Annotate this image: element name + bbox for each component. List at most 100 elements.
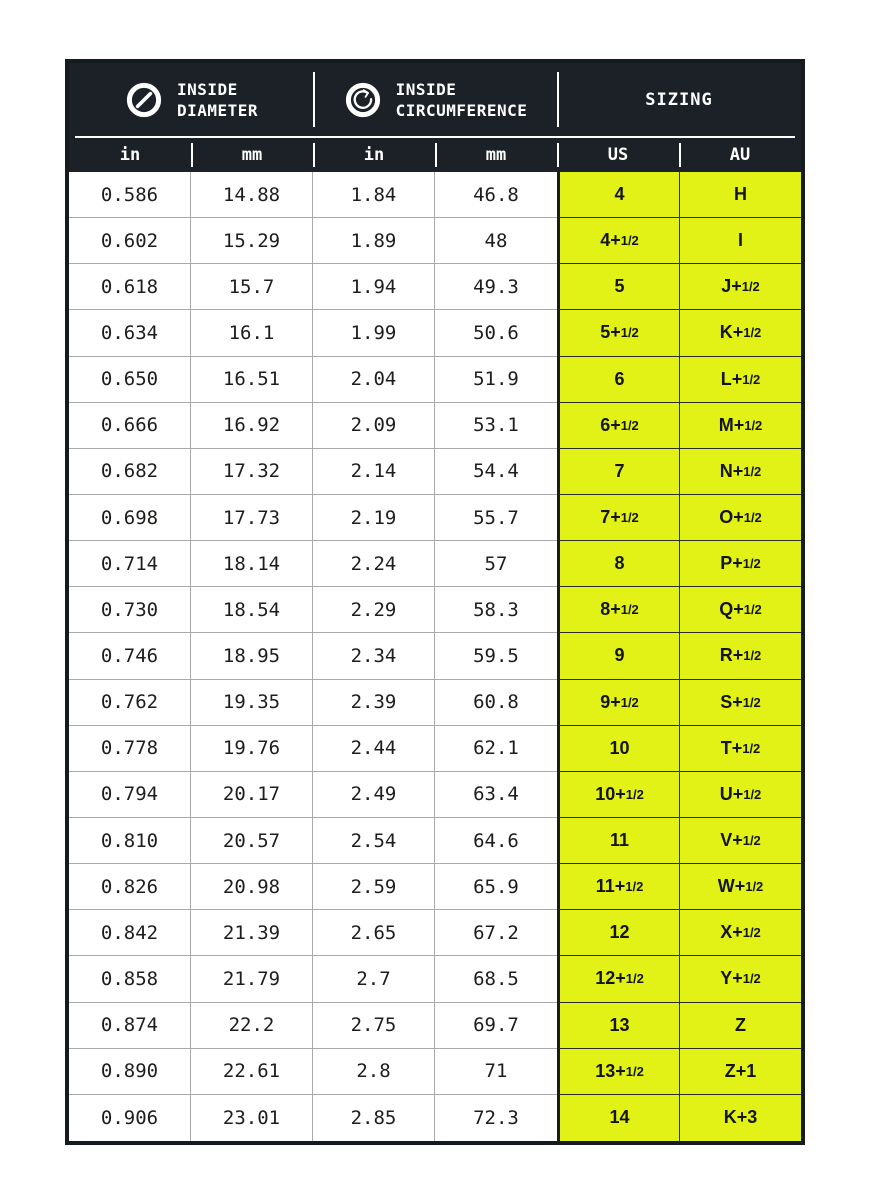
cell-diameter-mm: 22.61 — [191, 1048, 313, 1095]
cell-circumference-in: 2.7 — [313, 956, 435, 1003]
header-subcolumns: in mm in mm US AU — [69, 138, 801, 172]
cell-diameter-mm: 20.57 — [191, 817, 313, 865]
cell-diameter-in: 0.762 — [69, 679, 191, 726]
cell-circumference-in: 2.14 — [313, 448, 435, 495]
subcol-diameter-mm: mm — [191, 138, 313, 172]
cell-diameter-mm: 15.7 — [191, 264, 313, 311]
header-divider — [75, 136, 795, 138]
cell-au-size: S+ 1/2 — [679, 679, 801, 726]
cell-diameter-in: 0.810 — [69, 817, 191, 865]
cell-diameter-mm: 18.54 — [191, 587, 313, 634]
cell-au-size: H — [679, 172, 801, 219]
cell-circumference-in: 2.39 — [313, 679, 435, 726]
cell-diameter-in: 0.698 — [69, 494, 191, 542]
header-label-diameter: INSIDE DIAMETER — [176, 79, 259, 120]
cell-diameter-in: 0.730 — [69, 587, 191, 634]
cell-circumference-mm: 54.4 — [435, 448, 557, 495]
cell-circumference-in: 2.29 — [313, 587, 435, 634]
header-label-circumference: INSIDE CIRCUMFERENCE — [395, 79, 528, 120]
cell-au-size: K+3 — [679, 1094, 801, 1141]
cell-circumference-mm: 50.6 — [435, 310, 557, 357]
cell-au-size: L+ 1/2 — [679, 356, 801, 403]
cell-au-size: T+ 1/2 — [679, 725, 801, 772]
cell-au-size: P+ 1/2 — [679, 541, 801, 588]
cell-au-size: R+ 1/2 — [679, 633, 801, 680]
cell-circumference-mm: 64.6 — [435, 817, 557, 865]
cell-circumference-in: 2.49 — [313, 771, 435, 818]
cell-circumference-mm: 72.3 — [435, 1094, 557, 1141]
cell-circumference-in: 2.44 — [313, 725, 435, 772]
cell-us-size: 8+ 1/2 — [557, 587, 679, 634]
cell-diameter-in: 0.906 — [69, 1094, 191, 1141]
cell-au-size: J+ 1/2 — [679, 264, 801, 311]
cell-diameter-in: 0.874 — [69, 1002, 191, 1049]
cell-us-size: 4+ 1/2 — [557, 218, 679, 265]
subcol-circumference-in: in — [313, 138, 435, 172]
cell-diameter-mm: 16.51 — [191, 356, 313, 403]
cell-us-size: 7 — [557, 448, 679, 495]
cell-circumference-mm: 62.1 — [435, 725, 557, 772]
cell-circumference-in: 2.85 — [313, 1094, 435, 1141]
cell-diameter-mm: 19.76 — [191, 725, 313, 772]
cell-diameter-in: 0.842 — [69, 910, 191, 957]
cell-diameter-mm: 20.98 — [191, 864, 313, 911]
cell-us-size: 6 — [557, 356, 679, 403]
cell-circumference-mm: 71 — [435, 1048, 557, 1095]
cell-circumference-in: 1.99 — [313, 310, 435, 357]
cell-diameter-mm: 23.01 — [191, 1094, 313, 1141]
cell-au-size: M+ 1/2 — [679, 402, 801, 449]
cell-au-size: V+ 1/2 — [679, 817, 801, 865]
cell-diameter-mm: 14.88 — [191, 172, 313, 219]
cell-circumference-mm: 68.5 — [435, 956, 557, 1003]
cell-circumference-mm: 53.1 — [435, 402, 557, 449]
cell-us-size: 5 — [557, 264, 679, 311]
cell-circumference-mm: 63.4 — [435, 771, 557, 818]
cell-diameter-mm: 18.95 — [191, 633, 313, 680]
cell-au-size: Q+ 1/2 — [679, 587, 801, 634]
cell-circumference-mm: 69.7 — [435, 1002, 557, 1049]
cell-us-size: 11 — [557, 817, 679, 865]
cell-diameter-mm: 18.14 — [191, 541, 313, 588]
cell-diameter-mm: 21.39 — [191, 910, 313, 957]
cell-us-size: 10 — [557, 725, 679, 772]
ring-size-table: INSIDE DIAMETER INSIDE CIRCUMFERENCE SIZ… — [65, 59, 805, 1145]
cell-us-size: 6+ 1/2 — [557, 402, 679, 449]
cell-diameter-mm: 20.17 — [191, 771, 313, 818]
cell-us-size: 5+ 1/2 — [557, 310, 679, 357]
cell-us-size: 8 — [557, 541, 679, 588]
cell-diameter-mm: 19.35 — [191, 679, 313, 726]
cell-circumference-in: 2.59 — [313, 864, 435, 911]
cell-diameter-mm: 17.73 — [191, 494, 313, 542]
subcol-us: US — [557, 138, 679, 172]
cell-au-size: Y+ 1/2 — [679, 956, 801, 1003]
cell-circumference-in: 2.8 — [313, 1048, 435, 1095]
cell-diameter-in: 0.890 — [69, 1048, 191, 1095]
subcol-au: AU — [679, 138, 801, 172]
header-group-row: INSIDE DIAMETER INSIDE CIRCUMFERENCE SIZ… — [69, 63, 801, 136]
cell-us-size: 12 — [557, 910, 679, 957]
cell-circumference-mm: 49.3 — [435, 264, 557, 311]
cell-circumference-in: 2.04 — [313, 356, 435, 403]
cell-circumference-mm: 57 — [435, 541, 557, 588]
cell-circumference-mm: 60.8 — [435, 679, 557, 726]
cell-diameter-in: 0.858 — [69, 956, 191, 1003]
diameter-icon — [126, 82, 162, 117]
cell-au-size: O+ 1/2 — [679, 494, 801, 542]
cell-diameter-mm: 21.79 — [191, 956, 313, 1003]
cell-diameter-in: 0.826 — [69, 864, 191, 911]
cell-diameter-in: 0.634 — [69, 310, 191, 357]
cell-us-size: 9+ 1/2 — [557, 679, 679, 726]
cell-diameter-mm: 15.29 — [191, 218, 313, 265]
subcol-circumference-mm: mm — [435, 138, 557, 172]
cell-us-size: 12+ 1/2 — [557, 956, 679, 1003]
cell-diameter-mm: 17.32 — [191, 448, 313, 495]
cell-circumference-mm: 51.9 — [435, 356, 557, 403]
cell-au-size: K+ 1/2 — [679, 310, 801, 357]
cell-circumference-in: 2.24 — [313, 541, 435, 588]
circumference-icon — [345, 82, 380, 117]
cell-diameter-mm: 22.2 — [191, 1002, 313, 1049]
cell-us-size: 10+ 1/2 — [557, 771, 679, 818]
cell-circumference-in: 1.89 — [313, 218, 435, 265]
cell-au-size: U+ 1/2 — [679, 771, 801, 818]
